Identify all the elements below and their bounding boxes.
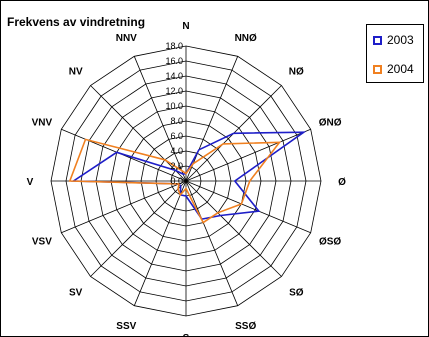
series-line-2004 — [68, 138, 282, 224]
legend-label-2003: 2003 — [387, 33, 414, 47]
category-label: ØSØ — [319, 237, 341, 248]
tick-label: 6.0 — [170, 131, 183, 141]
legend: 2003 2004 — [366, 24, 424, 83]
tick-label: 0.0 — [170, 176, 183, 186]
category-label: S — [183, 333, 190, 336]
category-label: ØNØ — [319, 117, 342, 128]
tick-labels: 0.0 2.0 4.0 6.0 8.0 10.0 12.0 14.0 16.0 18.0 — [165, 41, 183, 186]
grid-spoke — [185, 56, 239, 182]
legend-swatch-2003 — [373, 35, 382, 45]
category-label: NØ — [289, 67, 304, 78]
series-lines — [68, 131, 307, 224]
grid-spoke — [90, 180, 187, 277]
category-labels: N NNØ NØ ØNØ Ø ØSØ SØ SSØ S SSV SV VSV V VNV NV NNV — [27, 21, 346, 336]
legend-label-2004: 2004 — [387, 62, 414, 76]
category-label: SV — [69, 287, 83, 298]
legend-swatch-2004 — [373, 64, 382, 74]
category-label: N — [182, 21, 189, 32]
grid-spoke — [133, 56, 187, 182]
category-label: VSV — [32, 237, 52, 248]
category-label: SSØ — [235, 321, 256, 332]
tick-label: 10.0 — [165, 101, 183, 111]
grid-spoke — [185, 128, 311, 182]
grid-spoke — [185, 180, 282, 277]
tick-label: 2.0 — [170, 161, 183, 171]
legend-item-2003: 2003 — [373, 33, 414, 47]
tick-label: 14.0 — [165, 71, 183, 81]
category-label: NNV — [116, 33, 137, 44]
category-label: SØ — [289, 287, 304, 298]
legend-item-2004: 2004 — [373, 62, 414, 76]
tick-label: 18.0 — [165, 41, 183, 51]
series-line-2003 — [70, 131, 307, 220]
tick-label: 4.0 — [170, 146, 183, 156]
tick-label: 16.0 — [165, 56, 183, 66]
category-label: V — [27, 177, 34, 188]
category-label: NNØ — [235, 33, 257, 44]
grid-spoke — [185, 180, 239, 306]
category-label: Ø — [338, 177, 346, 188]
chart-title: Frekvens av vindretning — [7, 15, 146, 29]
tick-label: 12.0 — [165, 86, 183, 96]
grid-spoke — [185, 180, 311, 234]
category-label: NV — [69, 67, 83, 78]
grid-spoke — [133, 180, 187, 306]
grid-spoke — [90, 85, 187, 182]
radar-grid — [50, 45, 322, 317]
category-label: VNV — [32, 117, 53, 128]
tick-label: 8.0 — [170, 116, 183, 126]
grid-spoke — [61, 180, 187, 234]
category-label: SSV — [116, 321, 136, 332]
